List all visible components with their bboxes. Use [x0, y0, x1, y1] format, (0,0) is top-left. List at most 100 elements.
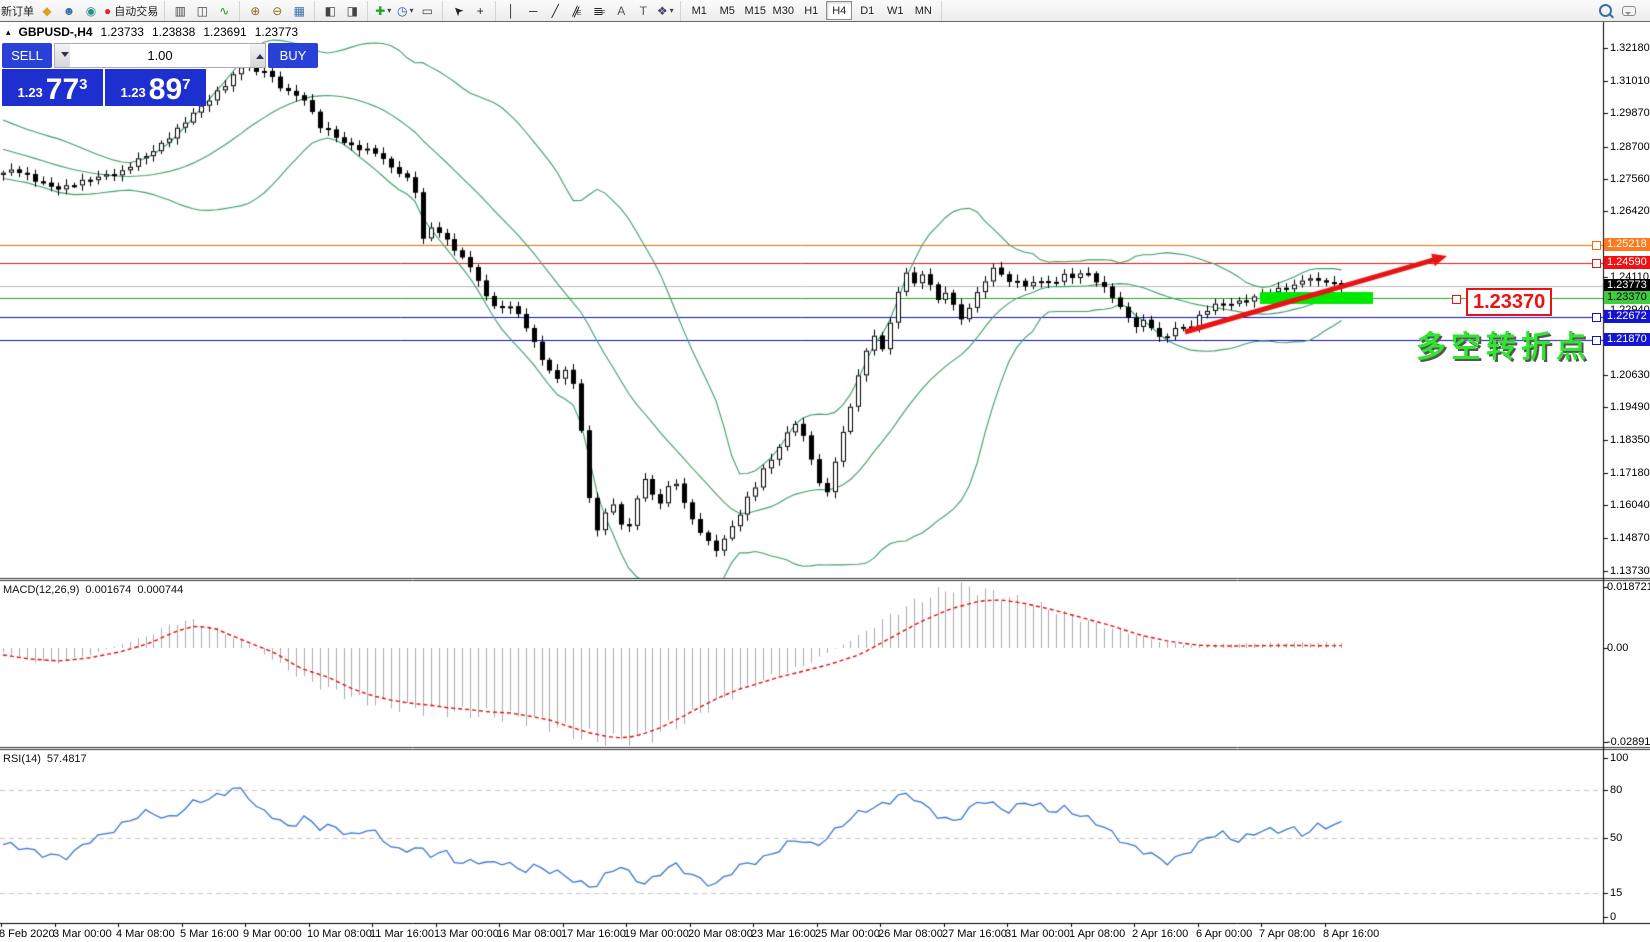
- time-axis-label: 17 Mar 16:00: [561, 928, 626, 940]
- price-line-badge: 1.23773: [1604, 279, 1650, 293]
- collapse-one-click-icon[interactable]: ▴: [6, 26, 11, 37]
- timeframe-m1[interactable]: M1: [691, 4, 707, 17]
- new-order-button-label: 新订单: [1, 5, 34, 18]
- timeframe-h1[interactable]: H1: [804, 4, 819, 17]
- time-axis-label: 10 Mar 08:00: [307, 928, 372, 940]
- timeframe-m5[interactable]: M5: [719, 4, 735, 17]
- line-chart-icon[interactable]: ∿: [214, 1, 234, 21]
- timeframe-h4[interactable]: H4: [826, 1, 853, 20]
- period-button: ◷: [397, 3, 408, 18]
- volume-spinner: [54, 43, 266, 68]
- volume-increase-button[interactable]: [250, 44, 265, 67]
- time-axis-label: 9 Mar 00:00: [243, 928, 302, 940]
- arrows-icon: ❖: [656, 3, 668, 18]
- timeframe-w1[interactable]: W1: [887, 4, 904, 17]
- quote-open: 1.23733: [100, 25, 144, 39]
- timeframe-m15[interactable]: M15: [744, 4, 766, 17]
- crosshair-icon[interactable]: +: [470, 1, 490, 21]
- text-label-icon[interactable]: T: [633, 1, 653, 21]
- chevron-down-icon: ▾: [409, 6, 414, 15]
- timeframe-mn[interactable]: MN: [914, 4, 932, 17]
- price-annotation-box: 1.23370: [1466, 288, 1553, 316]
- chart-template-icon[interactable]: ◨: [342, 1, 362, 21]
- zoom-in-icon: ⊕: [250, 3, 261, 18]
- profile-icon: ☻: [62, 3, 76, 18]
- rsi-axis-tick: 80: [1610, 783, 1623, 796]
- zoom-out-icon[interactable]: ⊖: [267, 1, 287, 21]
- time-axis-label: 4 Mar 08:00: [116, 928, 175, 940]
- candlestick-chart-icon[interactable]: ◫: [192, 1, 212, 21]
- chart-mode-group: ▥ ◫ ∿: [165, 0, 241, 21]
- add-indicator-button[interactable]: ✚ ▾: [373, 1, 393, 21]
- channel-icon-sub: E: [576, 10, 582, 17]
- volume-decrease-button[interactable]: [55, 44, 70, 67]
- fibonacci-icon[interactable]: ≣ F: [589, 1, 609, 21]
- symbol-title: GBPUSD-,H4: [18, 25, 93, 39]
- cursor-icon[interactable]: ➤: [448, 1, 468, 21]
- line-endpoint-handle[interactable]: [1592, 241, 1601, 251]
- chart-template-icon: ◨: [346, 3, 358, 18]
- price-line-badge: 1.24590: [1604, 256, 1650, 269]
- channel-icon[interactable]: ∥ E: [567, 1, 587, 21]
- annotation-anchor-handle[interactable]: [1452, 295, 1461, 304]
- line-endpoint-handle[interactable]: [1592, 313, 1601, 323]
- chart-shift-icon: ▭: [421, 3, 433, 18]
- profile-icon[interactable]: ☻: [59, 1, 79, 21]
- autotrading-button: ●: [104, 3, 112, 18]
- chat-icon[interactable]: [1622, 5, 1636, 16]
- time-axis-label: 26 Mar 08:00: [878, 928, 943, 940]
- line-chart-icon: ∿: [219, 3, 230, 18]
- period-button[interactable]: ◷ ▾: [395, 1, 415, 21]
- timeframe-m30[interactable]: M30: [772, 4, 794, 17]
- time-axis-label: 25 Mar 00:00: [815, 928, 880, 940]
- sell-price-sup: 3: [79, 76, 88, 93]
- horizontal-line-icon[interactable]: ─: [523, 1, 543, 21]
- zoom-in-icon[interactable]: ⊕: [245, 1, 265, 21]
- timeframe-d1[interactable]: D1: [860, 4, 875, 17]
- line-endpoint-handle[interactable]: [1592, 259, 1601, 268]
- vertical-line-icon[interactable]: │: [501, 1, 521, 21]
- time-axis-label: 27 Mar 16:00: [942, 928, 1007, 940]
- text-icon: A: [617, 3, 626, 18]
- buy-price-prefix: 1.23: [120, 85, 146, 100]
- trendline-icon[interactable]: ╱: [545, 1, 565, 21]
- chevron-up-icon: [256, 50, 264, 59]
- toolbar: 新订单 ◆ ☻ ◉ ● 自动交易 ▥ ◫ ∿ ⊕ ⊖ ▦ ◧ ◨ ✚ ▾ ◷ ▾ ▭ ➤ + │ ─ ╱ ∥ E ≣ F A T ❖ ▾ M1 M…: [0, 0, 1650, 22]
- chart-shift-icon[interactable]: ▭: [417, 1, 437, 21]
- rsi-axis-tick: 15: [1610, 887, 1623, 900]
- vertical-line-icon: │: [507, 3, 516, 18]
- price-axis-tick: 1.16040: [1610, 499, 1650, 512]
- new-order-button[interactable]: 新订单: [1, 1, 35, 21]
- quote-close: 1.23773: [254, 25, 299, 39]
- time-axis-label: 16 Mar 08:00: [497, 928, 562, 940]
- tile-windows-icon[interactable]: ▦: [289, 1, 309, 21]
- sell-price-display[interactable]: 1.23 77 3: [2, 69, 103, 106]
- indicator-window-icon[interactable]: ◧: [320, 1, 340, 21]
- text-icon[interactable]: A: [611, 1, 631, 21]
- macd-axis-tick: -0.028913: [1607, 735, 1650, 748]
- volume-input[interactable]: [70, 44, 250, 67]
- time-axis-label: 13 Mar 00:00: [434, 928, 499, 940]
- line-endpoint-handle[interactable]: [1592, 336, 1601, 346]
- buy-button[interactable]: BUY: [268, 43, 318, 68]
- sell-button[interactable]: SELL: [2, 43, 52, 68]
- buy-price-display[interactable]: 1.23 89 7: [105, 69, 206, 106]
- price-axis-tick: 1.17180: [1610, 466, 1650, 479]
- objects-group: │ ─ ╱ ∥ E ≣ F A T ❖ ▾: [496, 0, 682, 21]
- autotrading-button[interactable]: ● 自动交易: [103, 1, 159, 21]
- gold-icon[interactable]: ◆: [37, 1, 57, 21]
- broadcast-icon[interactable]: ◉: [81, 1, 101, 21]
- arrows-icon[interactable]: ❖ ▾: [655, 1, 675, 21]
- price-axis-tick: 1.29870: [1610, 107, 1650, 120]
- chevron-down-icon: ▾: [669, 6, 674, 15]
- price-axis-tick: 1.14870: [1610, 532, 1650, 545]
- search-icon[interactable]: [1599, 4, 1612, 17]
- gold-icon: ◆: [42, 3, 52, 18]
- rsi-indicator-label: RSI(14) 57.4817: [3, 753, 87, 765]
- horizontal-line-icon: ─: [528, 3, 538, 18]
- bar-chart-icon[interactable]: ▥: [170, 1, 190, 21]
- order-group: 新订单 ◆ ☻ ◉ ● 自动交易: [0, 0, 166, 21]
- time-axis-label: 19 Mar 00:00: [624, 928, 689, 940]
